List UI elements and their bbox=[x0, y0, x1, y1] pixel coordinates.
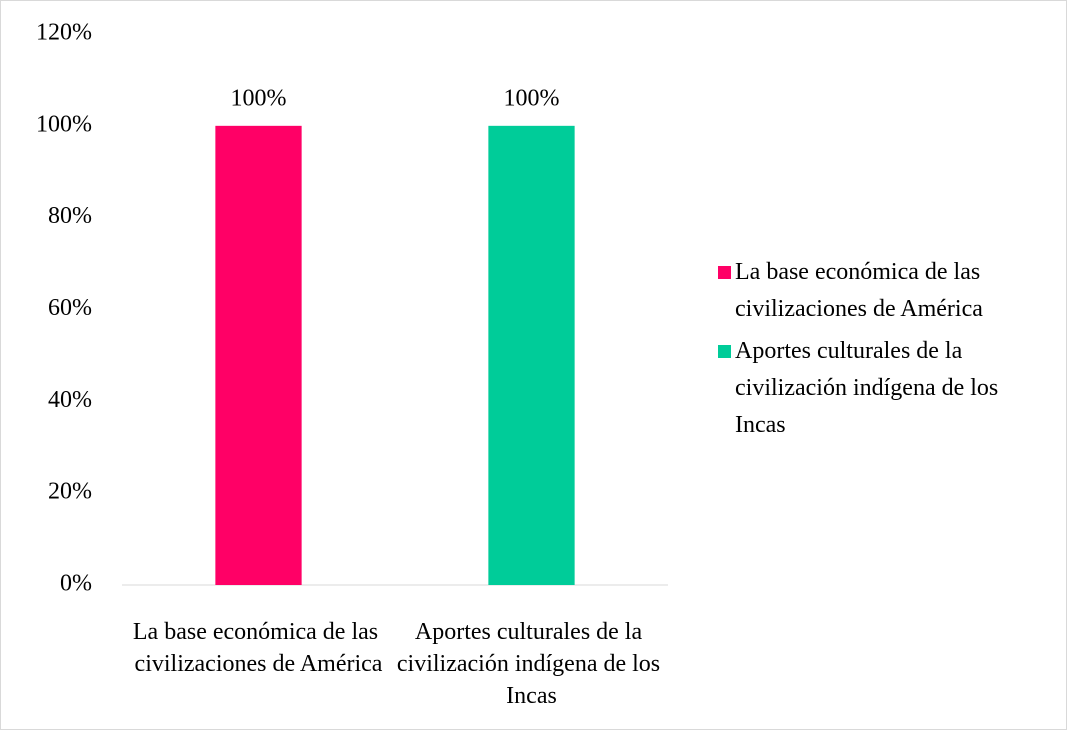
x-tick-label: Aportes culturales de la civilización in… bbox=[397, 619, 666, 709]
y-tick-label: 20% bbox=[48, 479, 92, 505]
x-tick-label: La base económica de las civilizaciones … bbox=[133, 619, 384, 677]
data-label: 100% bbox=[504, 85, 560, 111]
y-tick-label: 80% bbox=[48, 203, 92, 229]
y-tick-label: 40% bbox=[48, 387, 92, 413]
legend-label: Aportes culturales de la civilización in… bbox=[735, 338, 1004, 438]
y-tick-label: 0% bbox=[60, 571, 92, 597]
bar bbox=[215, 125, 302, 585]
y-tick-label: 60% bbox=[48, 295, 92, 321]
y-tick-label: 120% bbox=[36, 20, 92, 46]
legend-swatch bbox=[718, 345, 731, 358]
legend-swatch bbox=[718, 266, 731, 279]
bar bbox=[488, 125, 575, 585]
data-label: 100% bbox=[231, 85, 287, 111]
legend-label: La base económica de las civilizaciones … bbox=[735, 259, 986, 322]
y-tick-label: 100% bbox=[36, 111, 92, 137]
